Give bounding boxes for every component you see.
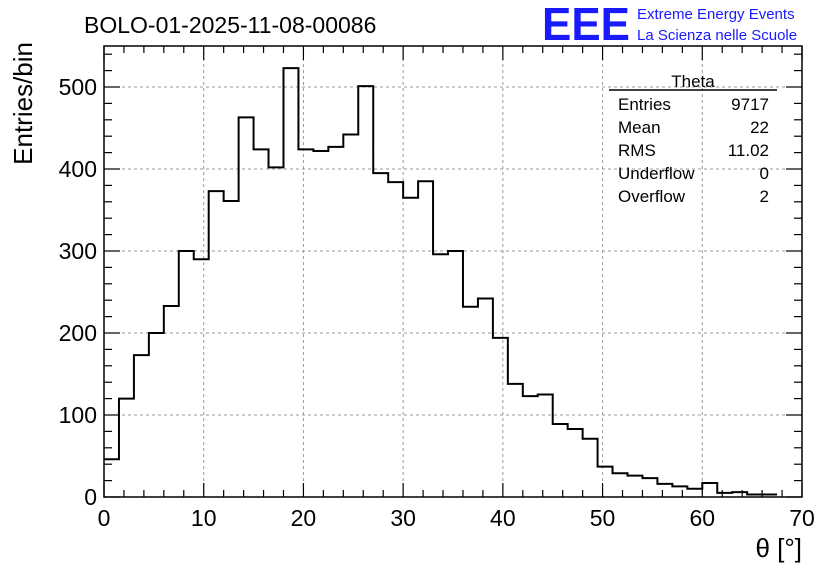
x-tick-label: 30 xyxy=(390,505,416,531)
y-axis-label: Entries/bin xyxy=(8,42,38,165)
stats-value: 11.02 xyxy=(728,141,769,160)
y-tick-label: 300 xyxy=(59,238,97,264)
grid-lines xyxy=(104,46,802,497)
stats-label: Underflow xyxy=(618,164,695,183)
x-tick-label: 0 xyxy=(98,505,111,531)
y-tick-label: 0 xyxy=(84,484,97,510)
y-tick-label: 100 xyxy=(59,402,97,428)
x-tick-label: 50 xyxy=(590,505,616,531)
y-tick-label: 500 xyxy=(59,74,97,100)
x-axis-label: θ [°] xyxy=(755,533,802,563)
x-tick-label: 10 xyxy=(191,505,217,531)
stats-label: Entries xyxy=(618,95,671,114)
axis-ticks xyxy=(103,46,803,498)
x-tick-label: 60 xyxy=(689,505,715,531)
stats-title: Theta xyxy=(671,72,715,91)
stats-box: Theta Entries 9717 Mean 22 RMS 11.02 Underflow… xyxy=(609,72,777,206)
y-tick-labels: 0 100 200 300 400 500 xyxy=(59,74,97,510)
x-tick-label: 40 xyxy=(490,505,516,531)
x-tick-labels: 0 10 20 30 40 50 60 70 xyxy=(98,505,815,531)
histogram-outline xyxy=(104,67,778,496)
stats-value: 0 xyxy=(760,164,769,183)
stats-rows: Entries 9717 Mean 22 RMS 11.02 Underflow 0 Overf… xyxy=(618,95,769,206)
plot-frame xyxy=(103,45,803,498)
stats-label: RMS xyxy=(618,141,656,160)
stats-value: 22 xyxy=(750,118,769,137)
y-tick-label: 400 xyxy=(59,156,97,182)
y-tick-label: 200 xyxy=(59,320,97,346)
stats-label: Mean xyxy=(618,118,661,137)
stats-value: 9717 xyxy=(731,95,769,114)
stats-value: 2 xyxy=(760,187,769,206)
logo-line-1: Extreme Energy Events xyxy=(637,6,795,23)
stats-label: Overflow xyxy=(618,187,686,206)
x-tick-label: 20 xyxy=(291,505,317,531)
x-tick-label: 70 xyxy=(789,505,815,531)
eee-logo-text: EEE xyxy=(542,0,630,50)
logo-line-2: La Scienza nelle Scuole xyxy=(637,27,797,44)
chart-title: BOLO-01-2025-11-08-00086 xyxy=(84,12,376,38)
